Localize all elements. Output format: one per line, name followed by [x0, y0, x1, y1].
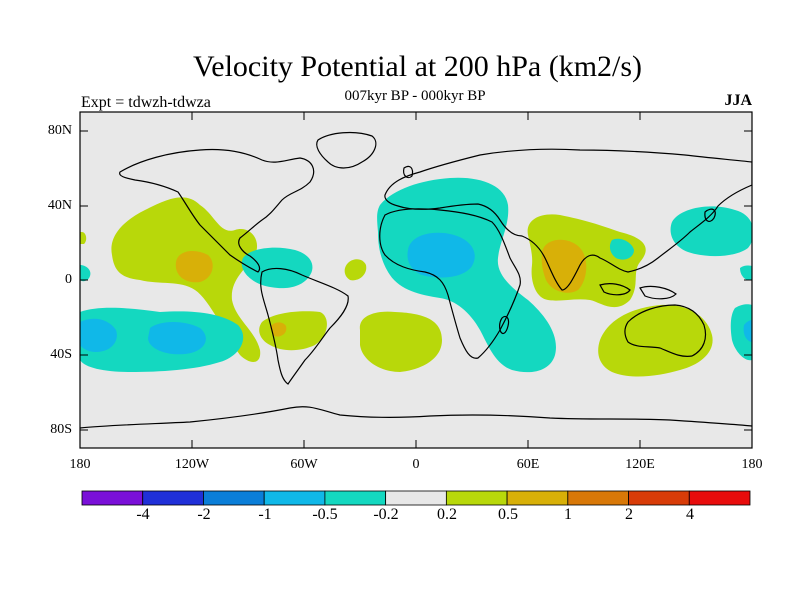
contour-region [609, 238, 634, 260]
colorbar-box [385, 490, 447, 506]
contour-fields [80, 131, 752, 429]
coastline [119, 148, 315, 273]
contour-region [175, 250, 213, 283]
colorbar-box [688, 490, 751, 506]
contour-region [730, 304, 752, 361]
x-tick-label: 180 [69, 457, 91, 472]
x-tick-label: 120W [174, 457, 210, 472]
contour-region [359, 311, 442, 372]
coastline [639, 285, 677, 300]
coastline [704, 208, 716, 222]
colorbar-box [324, 490, 387, 506]
contour-region [344, 259, 367, 281]
coastline [80, 406, 752, 429]
x-tick-label: 60W [290, 457, 318, 472]
colorbar-label: -0.2 [373, 506, 399, 523]
contour-region [407, 232, 475, 278]
colorbar-box [142, 490, 204, 506]
y-tick-label: 0 [65, 272, 72, 287]
colorbar-box [263, 490, 326, 506]
x-tick-label: 60E [516, 457, 540, 472]
colorbar-label: -0.5 [312, 506, 338, 523]
contour-region [80, 318, 117, 352]
colorbar-box [81, 490, 144, 506]
coastline [624, 304, 707, 357]
colorbar-box [445, 490, 508, 506]
contour-region [743, 320, 752, 342]
chart-title: Velocity Potential at 200 hPa (km2/s) [192, 50, 643, 83]
x-tick-label: 0 [412, 457, 420, 472]
coastline [316, 131, 377, 169]
contour-region [740, 265, 752, 281]
experiment-label: Expt = tdwzh-tdwza [81, 94, 211, 111]
colorbar-label: 0.2 [437, 506, 457, 523]
colorbar-label: 1 [564, 506, 572, 523]
colorbar-box [628, 490, 690, 506]
x-tick-label: 180 [741, 457, 763, 472]
colorbar [81, 490, 751, 506]
colorbar-label: -2 [197, 506, 211, 523]
coastline [379, 208, 521, 359]
coastlines [80, 131, 752, 429]
contour-region [148, 322, 206, 355]
contour-region [270, 322, 287, 337]
y-tick-label: 80S [50, 422, 72, 437]
colorbar-box [506, 490, 569, 506]
contour-region [259, 311, 327, 351]
colorbar-box [567, 490, 629, 506]
x-tick-label: 120E [625, 457, 655, 472]
contour-region [670, 206, 752, 257]
coastline [499, 315, 510, 335]
coastline [260, 267, 349, 385]
colorbar-label: -4 [136, 506, 150, 523]
colorbar-label: 0.5 [498, 506, 518, 523]
coastline [384, 148, 752, 291]
y-tick-label: 40N [47, 198, 72, 213]
contour-region [377, 177, 556, 373]
axis-ticks [80, 112, 752, 448]
contour-region [541, 239, 587, 293]
y-tick-label: 80N [47, 123, 72, 138]
y-tick-label: 40S [50, 347, 72, 362]
chart-subtitle: 007kyr BP - 000kyr BP [344, 88, 486, 104]
contour-region [80, 232, 87, 244]
contour-region [598, 304, 713, 377]
colorbar-label: 2 [625, 506, 633, 523]
season-label: JJA [724, 92, 752, 109]
colorbar-box [203, 490, 265, 506]
contour-region [80, 265, 91, 282]
colorbar-label: 4 [686, 506, 694, 523]
coastline [599, 283, 631, 296]
coastline [403, 165, 414, 179]
colorbar-label: -1 [258, 506, 272, 523]
